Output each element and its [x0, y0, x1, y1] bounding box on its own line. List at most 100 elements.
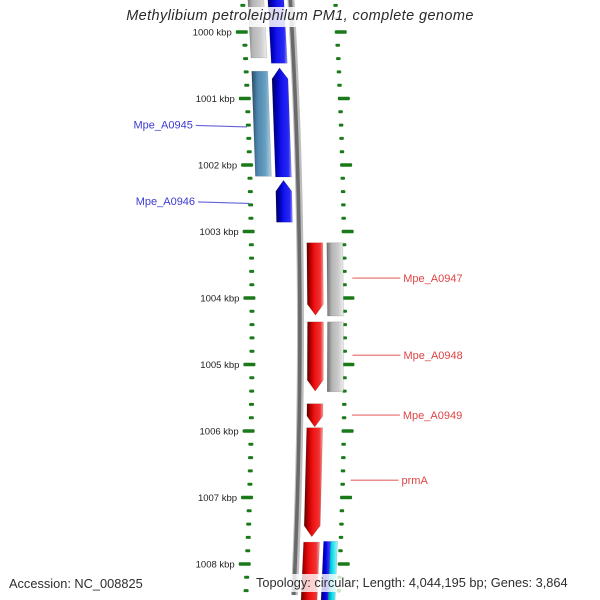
tick-minor-left [249, 402, 255, 406]
tick-minor-right [341, 203, 346, 207]
accession-text: Accession: NC_008825 [9, 576, 143, 591]
gene-arrow-Mpe_A0947 [306, 242, 324, 316]
tick-major-right [342, 362, 355, 367]
tick-major-right [334, 30, 347, 34]
tick-minor-right [339, 136, 344, 140]
tick-major-left [235, 30, 248, 34]
tick-label: 1003 kbp [200, 227, 239, 238]
tick-minor-left [249, 323, 255, 327]
tick-minor-right [342, 309, 347, 313]
tick-minor-left [244, 575, 250, 579]
tick-major-right [337, 562, 350, 566]
tick-major-left [243, 362, 256, 367]
tick-minor-left [245, 110, 251, 114]
tick-minor-left [243, 57, 249, 61]
tick-minor-right [342, 269, 347, 273]
tick-minor-right [340, 482, 345, 486]
gene-arrow [267, 0, 288, 64]
tick-minor-right [342, 402, 347, 406]
tick-major-left [241, 163, 254, 167]
tick-minor-right [336, 70, 342, 74]
tick-minor-left [249, 309, 255, 313]
tick-minor-right [342, 256, 347, 260]
tick-major-left [238, 562, 251, 566]
tick-minor-left [246, 150, 252, 154]
gene-arrow-Mpe_A0949 [306, 403, 324, 428]
gene-arrow-Mpe_A0945 [271, 67, 292, 178]
tick-minor-right [338, 123, 344, 127]
tick-minor-right [342, 376, 347, 380]
tick-major-left [238, 96, 251, 101]
tick-minor-right [336, 57, 341, 61]
tick-minor-right [339, 150, 345, 154]
tick-minor-left [240, 3, 246, 7]
gene-label: Mpe_A0949 [403, 410, 462, 422]
tick-label: 1000 kbp [193, 28, 232, 39]
gene-label: Mpe_A0945 [133, 119, 192, 131]
tick-minor-left [243, 589, 249, 593]
tick-minor-right [334, 17, 339, 21]
tick-major-right [340, 495, 353, 500]
tick-minor-left [247, 482, 253, 486]
tick-minor-left [249, 389, 255, 393]
tick-minor-left [247, 469, 253, 473]
tick-minor-left [249, 283, 255, 287]
tick-minor-left [242, 43, 248, 47]
gene-arrow [326, 242, 344, 317]
tick-minor-right [333, 3, 338, 7]
tick-minor-right [340, 176, 345, 180]
tick-minor-left [247, 190, 253, 194]
tick-minor-right [338, 535, 344, 539]
tick-major-right [337, 96, 350, 101]
tick-minor-left [246, 522, 252, 526]
tick-minor-right [342, 283, 347, 287]
tick-major-left [242, 229, 255, 234]
tick-label: 1007 kbp [198, 493, 237, 504]
tick-minor-right [339, 522, 344, 526]
tick-minor-right [341, 442, 346, 446]
tick-minor-left [248, 216, 254, 220]
tick-minor-left [248, 243, 254, 247]
gene-arrow [247, 0, 268, 59]
gene-label-line [198, 201, 250, 204]
tick-minor-right [335, 43, 340, 47]
tick-minor-right [338, 110, 343, 114]
tick-major-right [340, 163, 353, 167]
tick-major-right [342, 296, 355, 300]
gene-label: Mpe_A0946 [136, 196, 195, 208]
gene-label: prmA [402, 475, 429, 487]
tick-minor-right [342, 336, 347, 340]
tick-label: 1006 kbp [200, 427, 239, 438]
tick-label: 1004 kbp [200, 294, 239, 305]
tick-minor-left [248, 442, 254, 446]
tick-major-left [241, 495, 254, 500]
tick-minor-right [341, 243, 347, 247]
tick-minor-right [342, 349, 347, 353]
tick-minor-left [241, 17, 247, 21]
tick-minor-left [246, 136, 252, 140]
tick-minor-left [249, 256, 255, 260]
tick-label: 1001 kbp [196, 94, 235, 105]
gene-arrow [326, 321, 344, 393]
tick-minor-left [245, 123, 251, 127]
tick-minor-right [337, 83, 342, 87]
tick-minor-right [342, 389, 347, 393]
genome-backbone [288, 0, 302, 596]
tick-minor-right [338, 549, 343, 553]
tick-major-right [341, 229, 354, 234]
tick-minor-left [248, 203, 254, 207]
gene-arrow-Mpe_A0946 [275, 179, 293, 223]
tick-label: 1008 kbp [196, 560, 235, 571]
tick-major-left [242, 429, 255, 433]
tick-label: 1005 kbp [200, 360, 239, 371]
tick-minor-right [339, 509, 345, 513]
tick-minor-right [342, 323, 347, 327]
tick-minor-left [249, 269, 255, 273]
tick-label: 1002 kbp [198, 161, 237, 172]
gene-label: Mpe_A0948 [403, 350, 462, 362]
tick-minor-left [246, 509, 252, 513]
gene-arrow [251, 70, 272, 177]
tick-major-left [243, 296, 256, 300]
